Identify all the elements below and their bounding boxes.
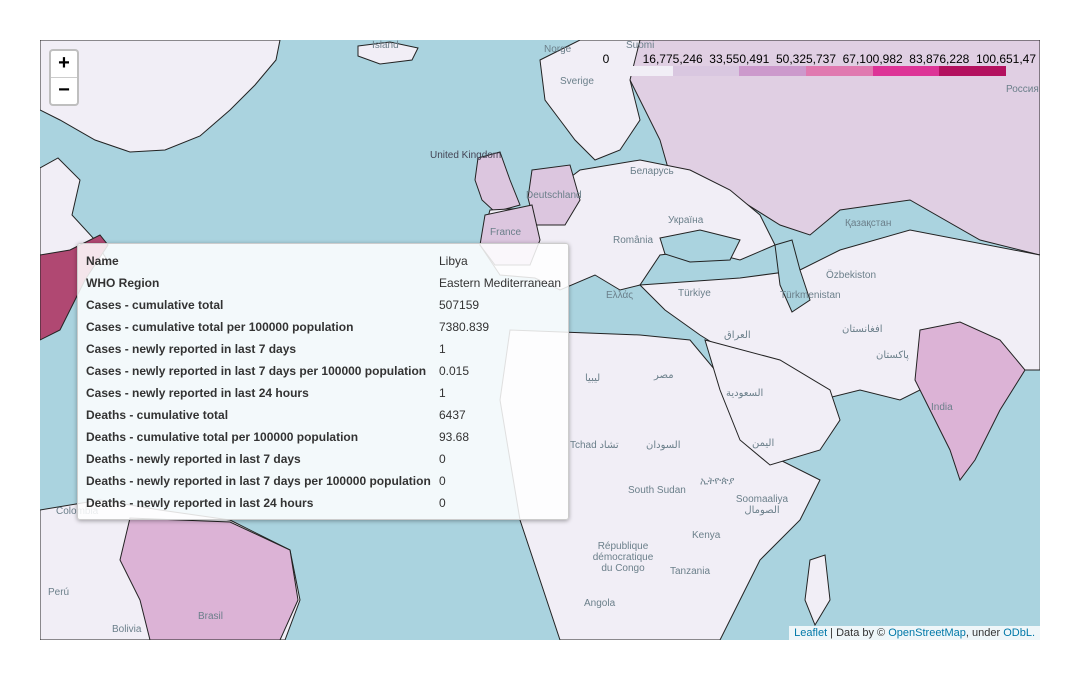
map-label: Россия — [1006, 84, 1039, 95]
map-label: Özbekiston — [826, 270, 877, 281]
odbl-link[interactable]: ODbL. — [1003, 627, 1035, 639]
map-label: پاکستان — [876, 350, 909, 361]
map-label: South Sudan — [628, 485, 686, 496]
map-label: Беларусь — [630, 166, 674, 177]
tooltip-value: 7380.839 — [439, 320, 490, 334]
tooltip-key: Cases - newly reported in last 7 days — [86, 342, 297, 356]
legend-label: 33,550,491 — [709, 52, 770, 66]
land-arabia[interactable] — [704, 339, 841, 466]
map-label: اليمن — [752, 438, 775, 449]
legend-label: 100,651,47 — [975, 52, 1037, 66]
map-label: Қазақстан — [845, 218, 892, 229]
map-label: ኢትዮጵያ — [700, 476, 735, 487]
tooltip-key: WHO Region — [86, 276, 160, 290]
leaflet-link[interactable]: Leaflet — [794, 627, 828, 639]
tooltip-key: Deaths - newly reported in last 24 hours — [86, 496, 314, 510]
land-germany[interactable] — [527, 164, 581, 226]
map-label: Norge — [544, 44, 572, 55]
tooltip-key: Deaths - cumulative total per 100000 pop… — [86, 430, 359, 444]
land-greenland[interactable] — [40, 40, 281, 153]
legend-swatch — [806, 66, 873, 76]
land-russia[interactable] — [624, 40, 1040, 256]
map-label: السعودية — [726, 388, 764, 399]
legend-label: 50,325,737 — [775, 52, 837, 66]
legend-label: 83,876,228 — [909, 52, 970, 66]
land-uk[interactable] — [474, 151, 521, 213]
tooltip-value: 0.015 — [439, 364, 470, 378]
water-caspian-sea — [774, 239, 811, 313]
tooltip-key: Name — [86, 254, 119, 268]
tooltip-value: 0 — [439, 452, 446, 466]
tooltip-value: 0 — [439, 474, 446, 488]
map-label: Deutschland — [526, 190, 582, 201]
choropleth-map[interactable]: Ísland Norge Suomi Sverige Россия United… — [40, 40, 1040, 640]
map-label: Ελλάς — [606, 290, 634, 301]
zoom-out-button[interactable]: − — [51, 77, 77, 104]
tooltip-value: Eastern Mediterranean — [439, 276, 562, 290]
legend-label: 16,775,246 — [642, 52, 703, 66]
map-label: România — [613, 235, 654, 246]
legend-swatch — [739, 66, 806, 76]
tooltip-value: 507159 — [439, 298, 480, 312]
land-brazil[interactable] — [119, 517, 299, 640]
tooltip-key: Cases - cumulative total per 100000 popu… — [86, 320, 354, 334]
map-label: République démocratique du Congo — [592, 541, 654, 574]
tooltip-value: Libya — [439, 254, 468, 268]
land-iceland[interactable] — [357, 41, 419, 65]
map-label: Bolivia — [112, 624, 142, 635]
map-label: العراق — [724, 330, 751, 341]
map-label: افغانستان — [842, 324, 883, 335]
map-label: مصر — [654, 370, 674, 381]
legend-swatch — [606, 66, 673, 76]
map-label: Україна — [668, 215, 704, 226]
map-label: Brasil — [198, 611, 224, 622]
tooltip-key: Deaths - newly reported in last 7 days p… — [86, 474, 431, 488]
zoom-in-button[interactable]: + — [58, 52, 70, 74]
map-label: Ísland — [372, 40, 399, 51]
water-black-sea — [659, 229, 741, 263]
tooltip-key: Deaths - cumulative total — [86, 408, 229, 422]
tooltip-value: 0 — [439, 496, 446, 510]
map-label: United Kingdom — [430, 150, 502, 161]
color-legend: 0 16,775,246 33,550,491 50,325,737 67,100,98… — [600, 48, 1038, 80]
legend-swatch — [939, 66, 1006, 76]
map-label: Tanzania — [670, 566, 711, 577]
legend-label: 67,100,982 — [842, 52, 903, 66]
tooltip-key: Cases - cumulative total — [86, 298, 224, 312]
land-madagascar[interactable] — [804, 554, 831, 627]
map-label: Türkmenistan — [780, 290, 841, 301]
map-label: Soomaaliya الصومال — [735, 494, 789, 516]
osm-link[interactable]: OpenStreetMap — [888, 627, 966, 639]
land-india[interactable] — [914, 321, 1026, 482]
map-label: Türkiye — [678, 288, 711, 299]
attribution: Leaflet | Data by © OpenStreetMap, under… — [789, 626, 1040, 640]
map-label: Suomi — [626, 40, 655, 51]
attribution-text: , under — [965, 627, 1004, 639]
map-label: Tchad تشاد — [570, 440, 619, 451]
tooltip-key: Cases - newly reported in last 24 hours — [86, 386, 309, 400]
map-label: Kenya — [692, 530, 721, 541]
map-label: ليبيا — [585, 373, 601, 384]
map-label: Perú — [48, 587, 70, 598]
map-canvas[interactable] — [40, 40, 1040, 640]
legend-label: 0 — [602, 52, 610, 66]
legend-swatch — [872, 66, 940, 76]
map-label: Sverige — [560, 76, 594, 87]
map-label: France — [490, 227, 522, 238]
tooltip-key: Cases - newly reported in last 7 days pe… — [86, 364, 427, 378]
attribution-text: | Data by © — [827, 627, 889, 639]
zoom-control: + − — [49, 49, 79, 106]
country-tooltip: Name Libya WHO Region Eastern Mediterranean… — [77, 243, 569, 520]
map-label: Angola — [584, 598, 616, 609]
tooltip-value: 1 — [439, 386, 446, 400]
tooltip-value: 1 — [439, 342, 446, 356]
tooltip-value: 93.68 — [439, 430, 470, 444]
map-label: India — [931, 402, 953, 413]
legend-swatch — [672, 66, 740, 76]
tooltip-key: Deaths - newly reported in last 7 days — [86, 452, 301, 466]
map-label: السودان — [646, 440, 681, 451]
tooltip-value: 6437 — [439, 408, 466, 422]
